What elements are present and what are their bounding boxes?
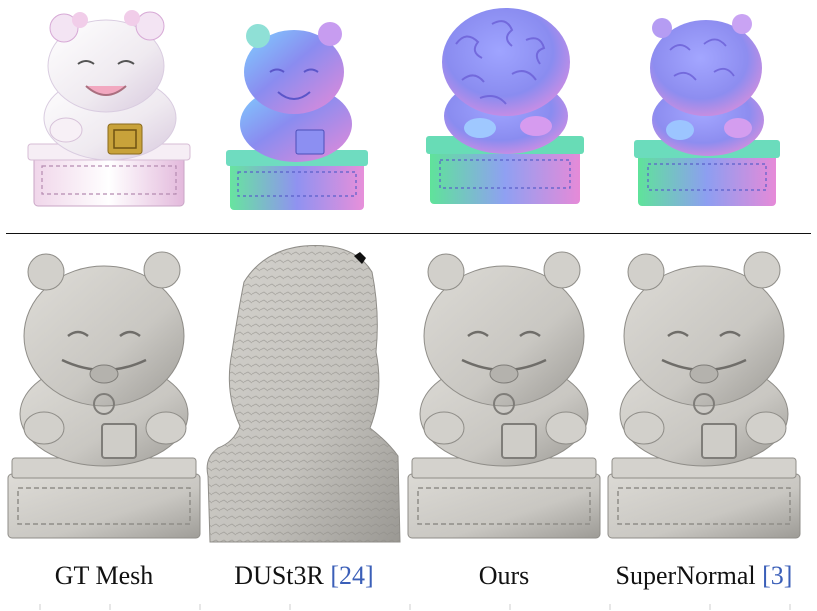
caption-supernormal-name: SuperNormal	[615, 561, 763, 590]
caption-dust3r: DUSt3R [24]	[204, 561, 404, 591]
ours-mesh-render	[406, 244, 602, 542]
bottom-ticks	[39, 604, 791, 610]
caption-ours: Ours	[404, 561, 604, 591]
caption-ours-name: Ours	[478, 561, 530, 590]
gt-photo-render	[20, 6, 200, 218]
caption-supernormal: SuperNormal [3]	[604, 561, 804, 591]
caption-dust3r-ref: [24]	[330, 561, 374, 590]
ours-normal-map	[422, 4, 590, 214]
caption-supernormal-ref: [3]	[762, 561, 793, 590]
dust3r-normal-map	[222, 12, 372, 220]
caption-gt-mesh-name: GT Mesh	[54, 561, 154, 590]
dust3r-mesh-render	[204, 242, 402, 546]
caption-gt-mesh: GT Mesh	[4, 561, 204, 591]
supernormal-mesh-render	[606, 244, 802, 542]
supernormal-normal-map	[630, 10, 784, 216]
gt-mesh-render	[6, 244, 202, 542]
caption-dust3r-name: DUSt3R	[234, 561, 331, 590]
row-divider	[6, 233, 811, 234]
captions: GT Mesh DUSt3R [24] Ours SuperNormal [3]	[0, 561, 817, 601]
